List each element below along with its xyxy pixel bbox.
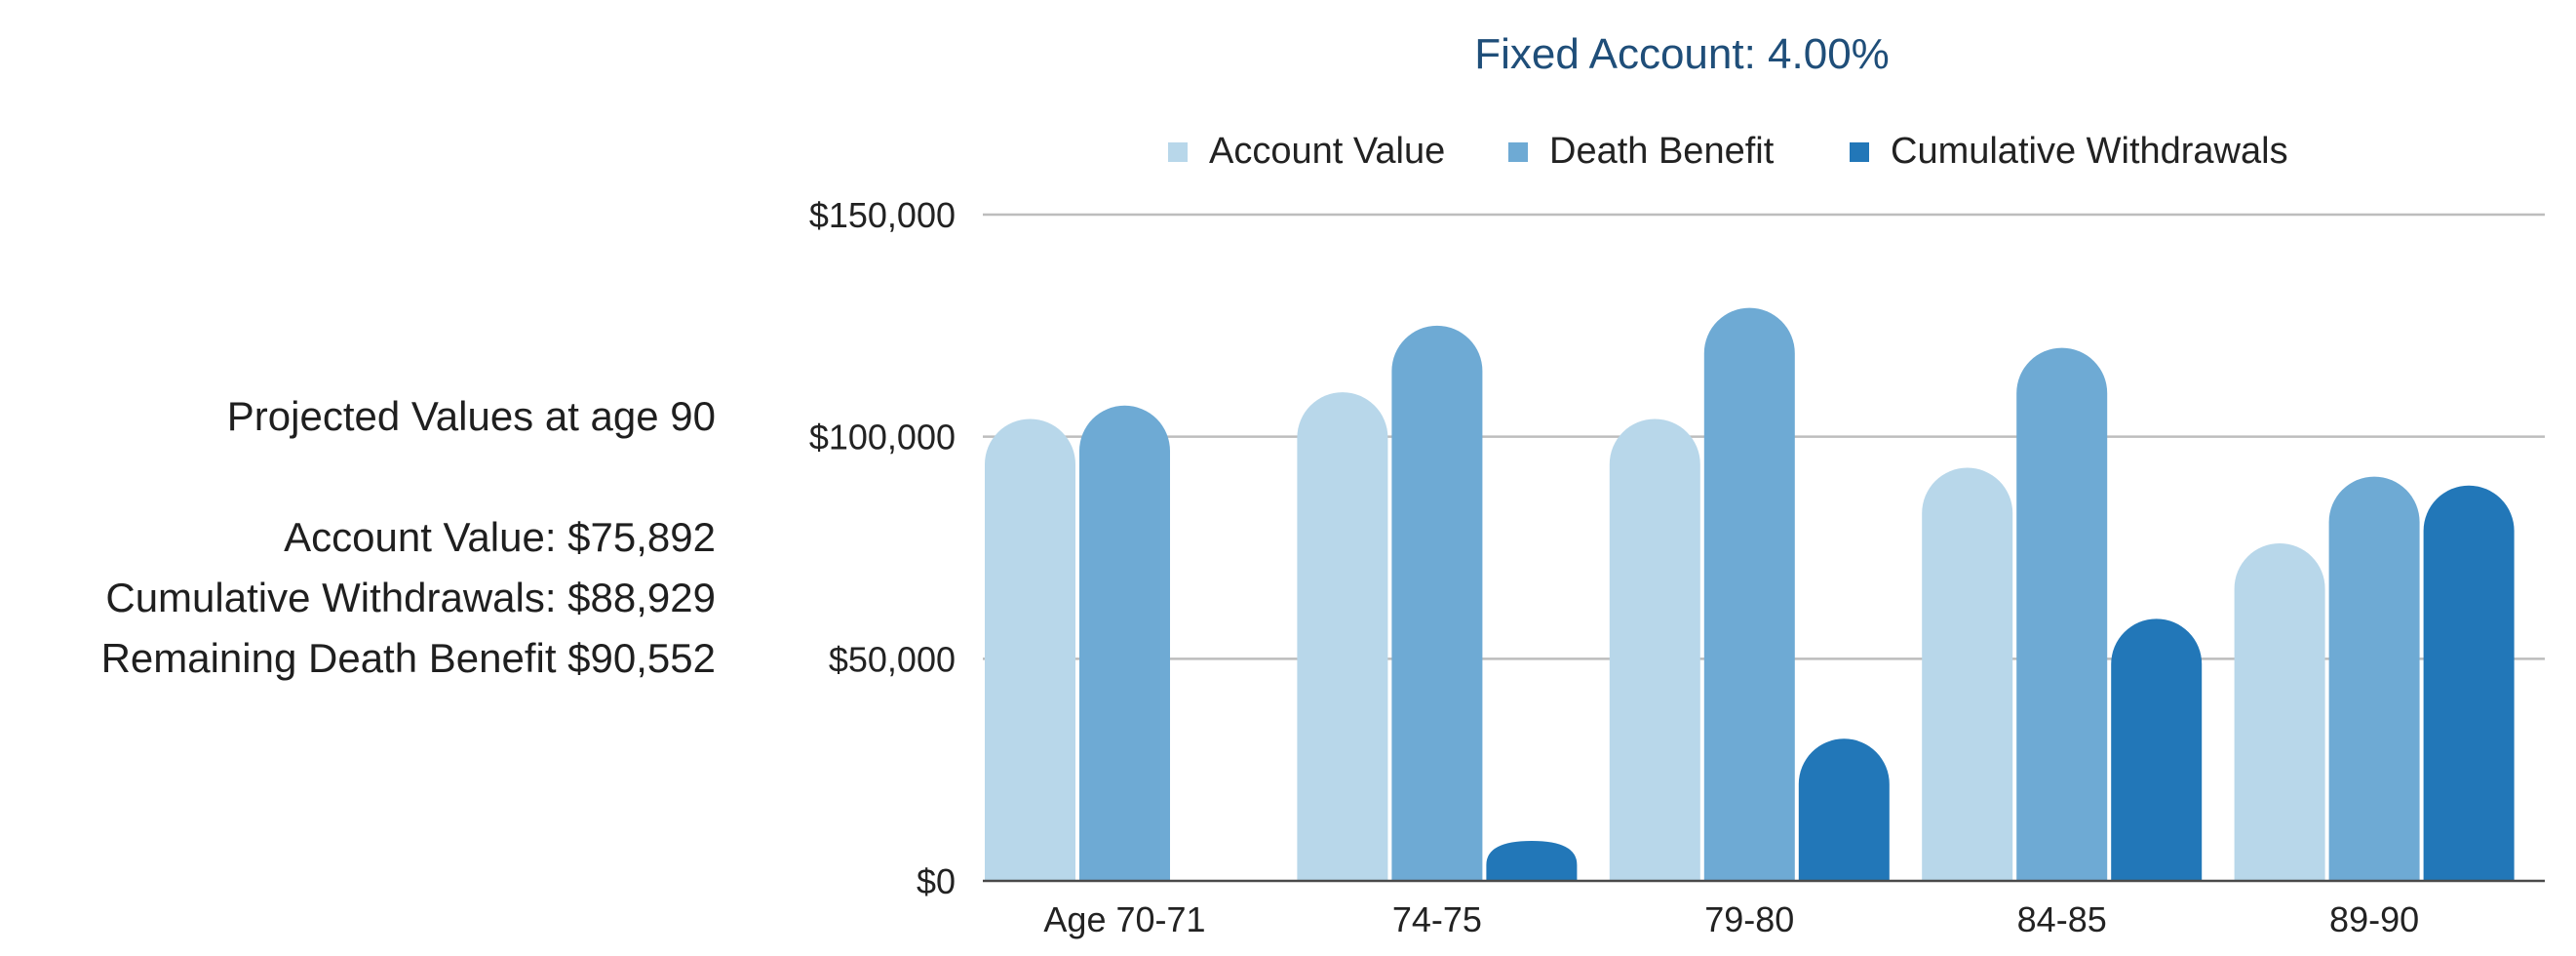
- summary-cumulative-withdrawals: Cumulative Withdrawals: $88,929: [105, 575, 716, 620]
- legend-label: Account Value: [1209, 131, 1445, 172]
- chart-title: Fixed Account: 4.00%: [1474, 30, 1890, 78]
- legend-label: Death Benefit: [1549, 131, 1775, 172]
- bar-cumulative-withdrawals: [2111, 618, 2203, 881]
- summary-remaining-death-benefit: Remaining Death Benefit $90,552: [100, 635, 716, 681]
- x-tick-label: 84-85: [2017, 899, 2107, 939]
- bar-cumulative-withdrawals: [1798, 738, 1890, 881]
- chart-bars: [985, 307, 2515, 882]
- legend-swatch: [1508, 142, 1528, 162]
- bar-death-benefit: [2016, 347, 2108, 882]
- x-axis-ticks: Age 70-71 74-75 79-80 84-85 89-90: [1043, 899, 2419, 939]
- summary-heading: Projected Values at age 90: [226, 393, 716, 439]
- chart-legend: Account Value Death Benefit Cumulative Wit…: [1168, 131, 2288, 172]
- bar-death-benefit: [1079, 405, 1170, 881]
- y-tick-label: $50,000: [829, 639, 956, 679]
- legend-swatch: [1850, 142, 1869, 162]
- y-tick-label: $0: [917, 861, 956, 901]
- bar-account-value: [1922, 467, 2013, 881]
- y-tick-label: $100,000: [809, 418, 956, 458]
- bar-death-benefit: [2328, 476, 2420, 881]
- bar-account-value: [985, 418, 1075, 881]
- legend-label: Cumulative Withdrawals: [1891, 131, 2288, 172]
- bar-account-value: [1297, 392, 1388, 881]
- y-axis-ticks: $0 $50,000 $100,000 $150,000: [809, 195, 956, 901]
- bar-death-benefit: [1703, 307, 1795, 881]
- bar-cumulative-withdrawals: [1486, 841, 1578, 881]
- x-tick-label: 89-90: [2329, 899, 2419, 939]
- projected-values-summary: Projected Values at age 90 Account Value…: [0, 386, 716, 689]
- x-tick-label: 79-80: [1704, 899, 1794, 939]
- x-tick-label: Age 70-71: [1043, 899, 1205, 939]
- bar-death-benefit: [1391, 325, 1483, 881]
- legend-swatch: [1168, 142, 1188, 162]
- bar-account-value: [2234, 542, 2325, 881]
- bar-account-value: [1609, 418, 1700, 881]
- summary-account-value: Account Value: $75,892: [284, 514, 716, 560]
- bar-cumulative-withdrawals: [2423, 485, 2515, 881]
- y-tick-label: $150,000: [809, 195, 956, 235]
- x-tick-label: 74-75: [1392, 899, 1482, 939]
